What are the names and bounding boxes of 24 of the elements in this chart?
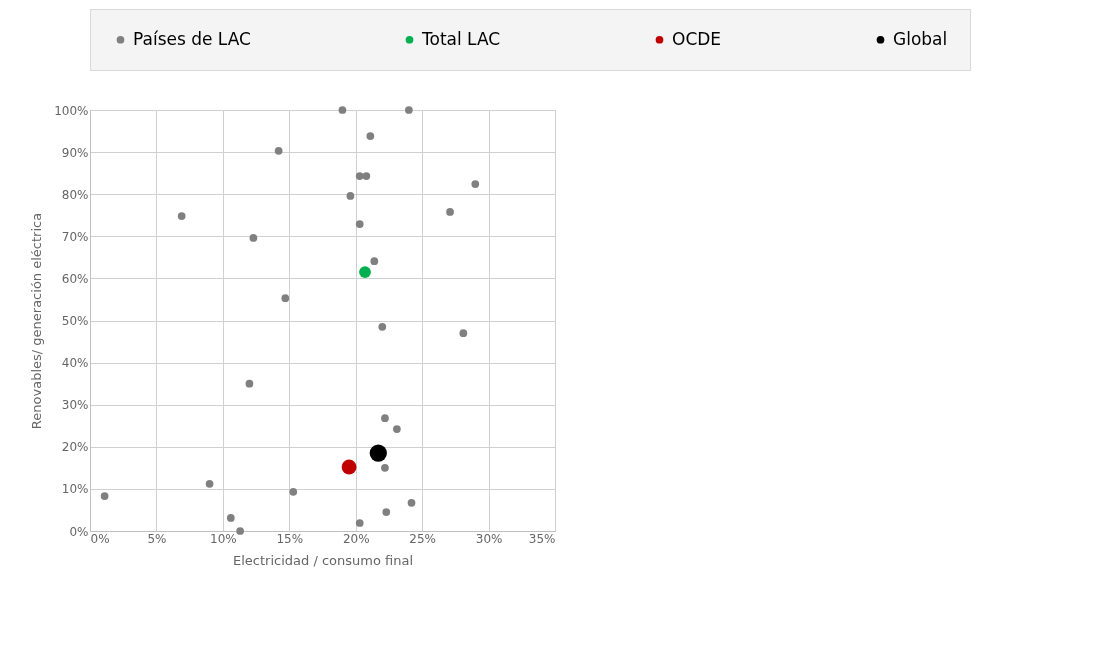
legend-label: OCDE: [672, 28, 722, 49]
y-tick-label: 10%: [61, 482, 89, 497]
x-tick-label: 20%: [342, 531, 370, 546]
x-tick-label: 30%: [475, 531, 503, 546]
x-tick-label: 10%: [210, 531, 237, 546]
y-axis-title: Renovables/ generación eléctrica: [29, 212, 45, 430]
y-tick-label: 30%: [61, 398, 89, 413]
y-tick-label: 60%: [61, 271, 89, 286]
y-tick-label: 90%: [61, 145, 89, 160]
x-tick-label: 35%: [528, 531, 556, 546]
y-tick-label: 80%: [61, 187, 89, 202]
x-tick-label: 5%: [147, 531, 167, 546]
x-axis-title: Electricidad / consumo final: [232, 552, 414, 568]
y-tick-label: 50%: [61, 314, 89, 328]
legend-label: Países de LAC: [133, 28, 251, 49]
x-tick-label: 15%: [276, 531, 304, 546]
x-tick-label: 25%: [409, 531, 436, 546]
y-tick-label: 40%: [61, 356, 89, 371]
y-tick-label: 100%: [54, 103, 89, 118]
y-tick-label: 70%: [61, 229, 89, 244]
legend-label: Global: [893, 28, 948, 49]
x-tick-label: 0%: [90, 531, 110, 546]
legend-label: Total LAC: [421, 28, 501, 49]
y-tick-label: 20%: [61, 440, 89, 455]
